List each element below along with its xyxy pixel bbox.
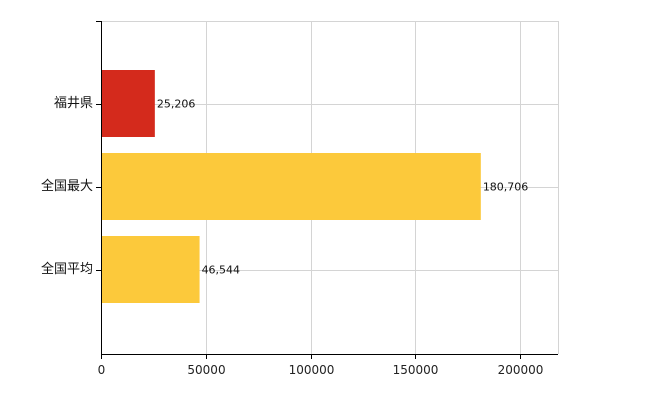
x-tick-label-4: 200000: [498, 363, 544, 377]
axes: [96, 21, 558, 359]
bars: [102, 70, 481, 303]
data-label-2: 46,544: [202, 264, 241, 277]
x-tick-label-2: 100000: [289, 363, 335, 377]
x-tick-label-1: 50000: [187, 363, 225, 377]
data-label-0: 25,206: [157, 98, 196, 111]
grid-lines: [101, 21, 559, 354]
category-label-0: 福井県: [54, 96, 93, 111]
bar-1: [102, 153, 481, 220]
x-tick-label-0: 0: [98, 363, 106, 377]
category-label-2: 全国平均: [41, 261, 93, 277]
data-label-1: 180,706: [483, 181, 529, 194]
category-label-1: 全国最大: [41, 178, 93, 194]
bar-2: [102, 236, 200, 303]
bar-0: [102, 70, 155, 137]
labels: 福井県 25,206 全国最大 180,706 全国平均 46,544 0 50000 1000…: [41, 96, 543, 377]
x-tick-label-3: 150000: [393, 363, 439, 377]
